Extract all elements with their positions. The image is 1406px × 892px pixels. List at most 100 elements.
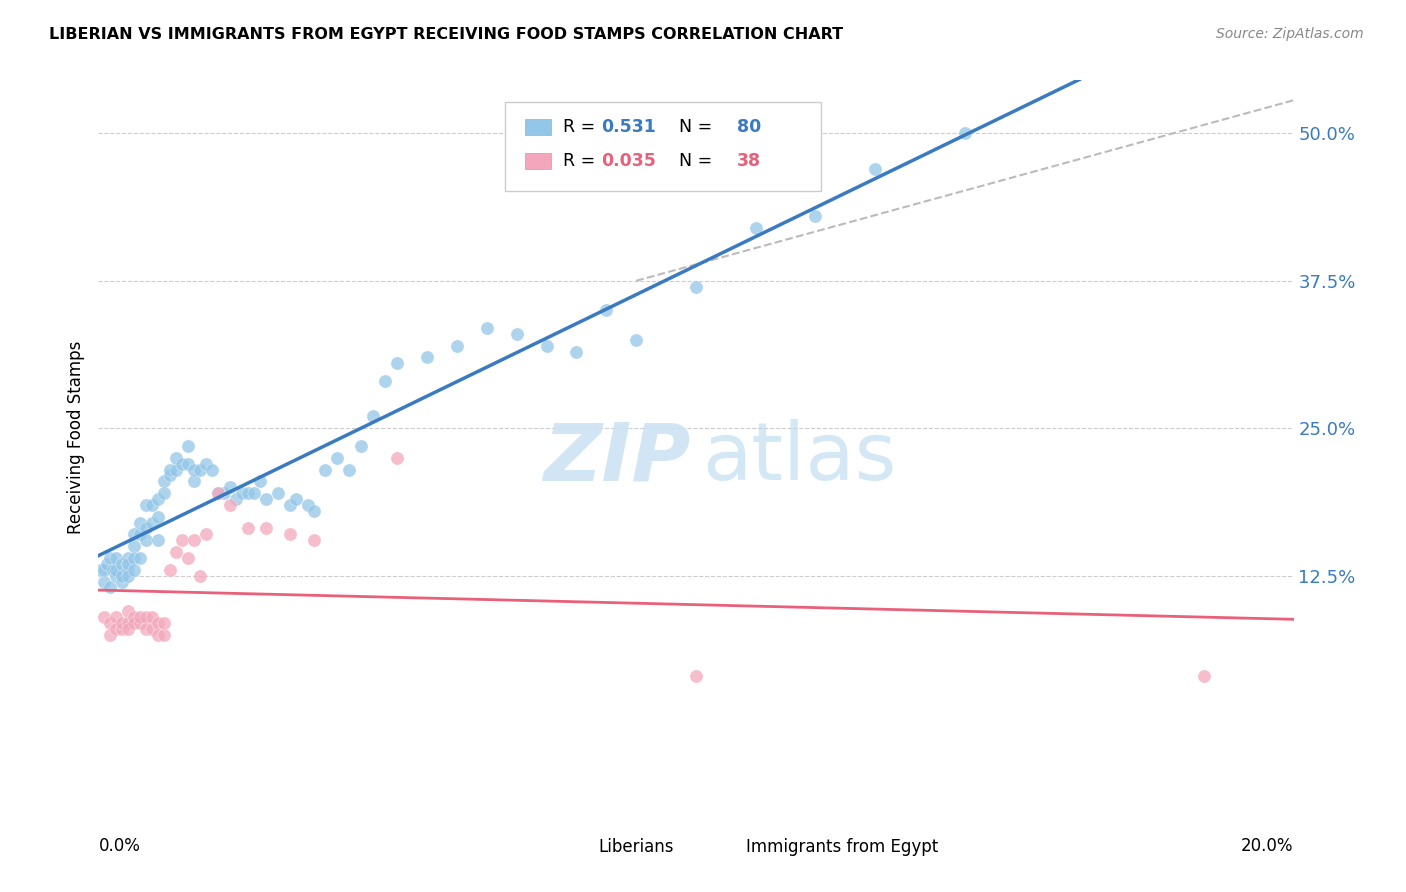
Point — [804, 209, 827, 223]
Point — [135, 533, 157, 548]
Point — [284, 491, 307, 506]
Point — [506, 326, 529, 341]
Point — [117, 568, 139, 582]
Point — [236, 521, 259, 535]
Text: Liberians: Liberians — [598, 838, 673, 856]
Point — [350, 439, 373, 453]
Point — [297, 498, 319, 512]
Point — [953, 127, 976, 141]
Point — [98, 627, 122, 641]
Point — [243, 486, 266, 500]
Point — [626, 333, 648, 347]
Point — [374, 374, 396, 388]
Point — [236, 486, 259, 500]
Point — [129, 615, 152, 630]
Point — [111, 574, 134, 589]
Point — [148, 491, 170, 506]
Point — [302, 504, 325, 518]
Point — [105, 563, 128, 577]
Point — [188, 568, 211, 582]
Point — [212, 486, 235, 500]
Point — [111, 557, 134, 571]
Text: N =: N = — [668, 152, 718, 169]
Text: Source: ZipAtlas.com: Source: ZipAtlas.com — [1216, 27, 1364, 41]
Point — [129, 527, 152, 541]
Point — [685, 669, 707, 683]
Point — [416, 351, 439, 365]
Point — [201, 462, 224, 476]
Point — [93, 574, 115, 589]
Point — [159, 468, 181, 483]
Point — [124, 615, 146, 630]
Point — [98, 581, 122, 595]
Point — [90, 563, 112, 577]
Point — [195, 457, 218, 471]
Point — [105, 551, 128, 566]
Y-axis label: Receiving Food Stamps: Receiving Food Stamps — [66, 341, 84, 533]
Text: R =: R = — [564, 152, 600, 169]
Point — [183, 533, 205, 548]
Text: 20.0%: 20.0% — [1241, 837, 1294, 855]
Point — [124, 527, 146, 541]
Point — [105, 568, 128, 582]
FancyBboxPatch shape — [524, 153, 551, 169]
Point — [865, 161, 887, 176]
Point — [219, 480, 242, 494]
Point — [159, 462, 181, 476]
Point — [278, 527, 301, 541]
Text: LIBERIAN VS IMMIGRANTS FROM EGYPT RECEIVING FOOD STAMPS CORRELATION CHART: LIBERIAN VS IMMIGRANTS FROM EGYPT RECEIV… — [49, 27, 844, 42]
Point — [165, 462, 187, 476]
Point — [111, 615, 134, 630]
Point — [148, 615, 170, 630]
Point — [745, 220, 768, 235]
Point — [148, 509, 170, 524]
Point — [135, 610, 157, 624]
Text: R =: R = — [564, 118, 600, 136]
Point — [536, 339, 558, 353]
FancyBboxPatch shape — [710, 839, 737, 855]
Point — [172, 457, 194, 471]
Point — [153, 615, 176, 630]
Point — [565, 344, 588, 359]
Point — [117, 557, 139, 571]
Point — [385, 356, 409, 370]
Point — [385, 450, 409, 465]
Text: N =: N = — [668, 118, 718, 136]
Point — [207, 486, 229, 500]
Point — [124, 563, 146, 577]
Point — [93, 610, 115, 624]
Point — [117, 563, 139, 577]
Point — [117, 622, 139, 636]
Point — [177, 457, 200, 471]
Point — [141, 498, 163, 512]
Point — [685, 279, 707, 293]
Point — [141, 610, 163, 624]
Point — [103, 563, 125, 577]
Point — [105, 610, 128, 624]
Point — [98, 615, 122, 630]
Point — [302, 533, 325, 548]
Point — [111, 622, 134, 636]
Point — [135, 521, 157, 535]
Point — [207, 486, 229, 500]
Point — [141, 622, 163, 636]
Text: 0.0%: 0.0% — [98, 837, 141, 855]
Point — [153, 486, 176, 500]
Text: 0.531: 0.531 — [602, 118, 657, 136]
Point — [135, 622, 157, 636]
Point — [1192, 669, 1215, 683]
Point — [96, 557, 118, 571]
Text: 38: 38 — [737, 152, 761, 169]
Point — [117, 615, 139, 630]
Point — [475, 321, 498, 335]
Point — [177, 439, 200, 453]
Point — [135, 498, 157, 512]
Point — [93, 563, 115, 577]
Point — [183, 475, 205, 489]
Point — [195, 527, 218, 541]
Point — [278, 498, 301, 512]
Point — [159, 563, 181, 577]
Point — [177, 551, 200, 566]
Point — [165, 545, 187, 559]
Point — [124, 551, 146, 566]
